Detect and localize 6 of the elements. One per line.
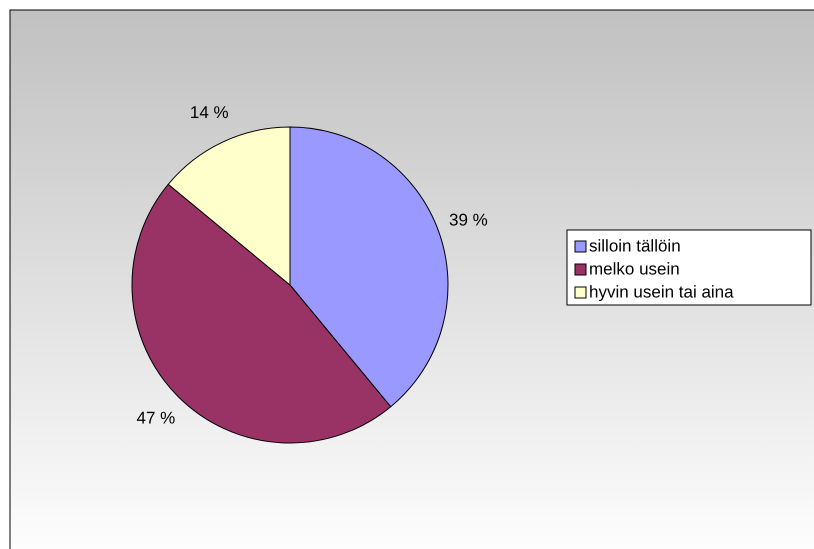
data-label: 39 % — [449, 210, 488, 230]
legend-label: silloin tällöin — [589, 236, 681, 256]
data-label: 14 % — [190, 102, 229, 122]
legend-label: hyvin usein tai aina — [589, 282, 734, 302]
data-label: 47 % — [136, 408, 176, 428]
legend-label: melko usein — [589, 259, 680, 278]
